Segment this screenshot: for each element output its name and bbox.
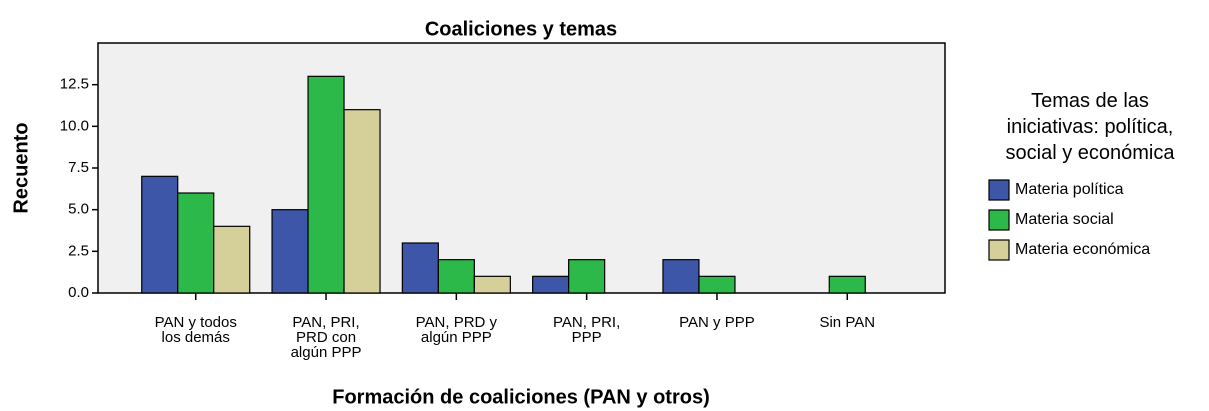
bar xyxy=(828,275,866,294)
bar xyxy=(271,209,309,294)
y-tick-label: 5.0 xyxy=(68,201,89,218)
y-tick-label: 0.0 xyxy=(68,284,89,301)
bar xyxy=(473,275,511,294)
y-tick-label: 7.5 xyxy=(68,159,89,176)
y-tick-label: 10.0 xyxy=(60,117,89,134)
bar xyxy=(307,75,345,294)
bar xyxy=(698,275,736,294)
x-tick-label: PAN y todos los demás xyxy=(155,314,237,346)
legend-title: Temas de las iniciativas: política, social… xyxy=(1006,90,1176,164)
legend-label: Materia económica xyxy=(1015,241,1150,258)
bar xyxy=(662,259,700,294)
chart-title: Coaliciones y temas xyxy=(425,18,617,40)
bar xyxy=(568,259,606,294)
x-tick-label: PAN, PRI, PPP xyxy=(553,314,620,346)
bar xyxy=(401,242,439,294)
bar xyxy=(532,275,570,294)
y-axis-title: Recuento xyxy=(10,122,32,213)
x-axis-title: Formación de coaliciones (PAN y otros) xyxy=(332,386,709,408)
x-tick-label: PAN, PRI, PRD con algún PPP xyxy=(291,314,362,361)
legend-label: Materia social xyxy=(1015,211,1114,228)
legend-swatch xyxy=(988,209,1010,231)
legend-swatch xyxy=(988,179,1010,201)
y-tick-label: 2.5 xyxy=(68,242,89,259)
legend-swatch xyxy=(988,239,1010,261)
x-tick-label: PAN y PPP xyxy=(679,314,755,331)
bar xyxy=(177,192,215,294)
bar xyxy=(213,225,251,294)
y-tick-label: 12.5 xyxy=(60,76,89,93)
x-tick-label: Sin PAN xyxy=(819,314,875,331)
x-tick-label: PAN, PRD y algún PPP xyxy=(416,314,498,346)
legend-label: Materia política xyxy=(1015,181,1124,198)
bar xyxy=(141,175,179,294)
bar xyxy=(343,109,381,294)
bar xyxy=(437,259,475,294)
